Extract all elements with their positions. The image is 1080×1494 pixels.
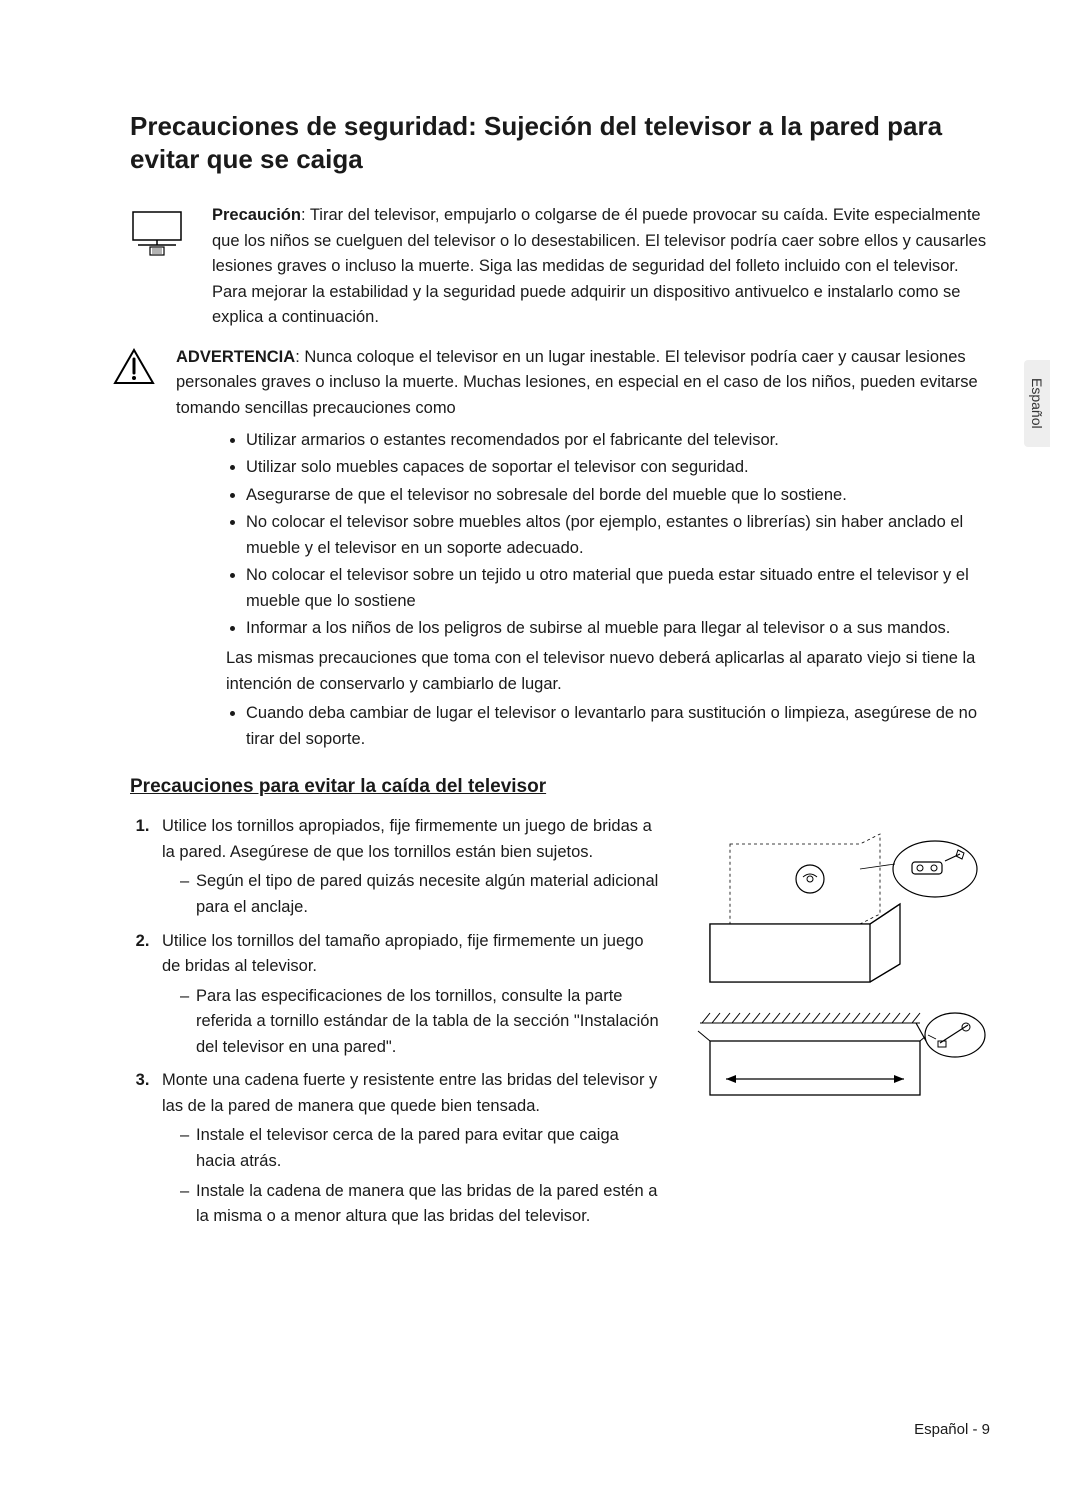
step-subitem: Instale el televisor cerca de la pared p… [180, 1123, 660, 1174]
step-item: Utilice los tornillos apropiados, fije f… [154, 814, 660, 920]
list-item: Utilizar armarios o estantes recomendado… [246, 428, 990, 454]
wall-anchor-diagram-icon [690, 814, 990, 994]
caution-block: Precaución: Tirar del televisor, empujar… [130, 203, 990, 331]
page-title: Precauciones de seguridad: Sujeción del … [130, 110, 990, 175]
list-item: Utilizar solo muebles capaces de soporta… [246, 455, 990, 481]
bullet-list-block: Utilizar armarios o estantes recomendado… [226, 428, 990, 753]
section-subheading: Precauciones para evitar la caída del te… [130, 776, 990, 798]
step-subitem: Instale la cadena de manera que las brid… [180, 1179, 660, 1230]
list-item: Informar a los niños de los peligros de … [246, 616, 990, 642]
step-subitem: Para las especificaciones de los tornill… [180, 984, 660, 1061]
step-item: Utilice los tornillos del tamaño apropia… [154, 929, 660, 1061]
page-footer: Español - 9 [914, 1421, 990, 1438]
list-item: No colocar el televisor sobre un tejido … [246, 563, 990, 614]
warning-label: ADVERTENCIA [176, 348, 295, 366]
paragraph: Las mismas precauciones que toma con el … [226, 646, 990, 697]
list-item: Asegurarse de que el televisor no sobres… [246, 483, 990, 509]
ordered-steps: Utilice los tornillos apropiados, fije f… [130, 814, 660, 1237]
step-item: Monte una cadena fuerte y resistente ent… [154, 1068, 660, 1229]
warning-triangle-icon [112, 347, 156, 422]
warning-block: ADVERTENCIA: Nunca coloque el televisor … [112, 345, 990, 422]
list-item: No colocar el televisor sobre muebles al… [246, 510, 990, 561]
step-subitem: Según el tipo de pared quizás necesite a… [180, 869, 660, 920]
diagram-column [690, 814, 990, 1237]
language-tab: Español [1024, 360, 1050, 447]
tv-on-stand-icon [130, 209, 184, 331]
warning-text: ADVERTENCIA: Nunca coloque el televisor … [176, 345, 990, 422]
caution-text: Precaución: Tirar del televisor, empujar… [212, 203, 990, 331]
caution-label: Precaución [212, 206, 301, 224]
list-item: Cuando deba cambiar de lugar el televiso… [246, 701, 990, 752]
chain-mount-diagram-icon [690, 1005, 990, 1115]
